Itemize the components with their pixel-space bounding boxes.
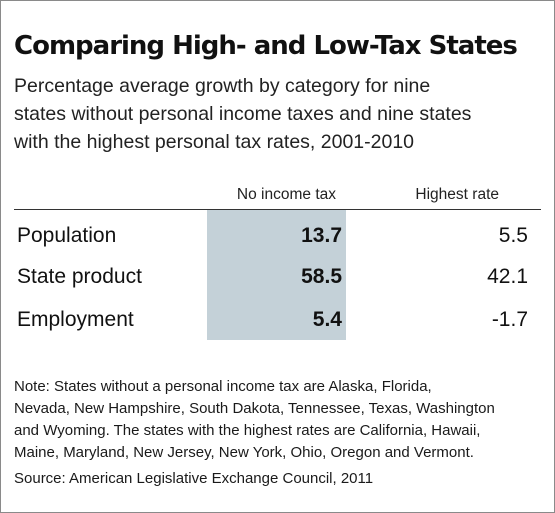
row-label-population: Population	[17, 224, 117, 247]
row-label-state-product: State product	[17, 265, 142, 288]
header-rule	[14, 209, 541, 210]
cell-state-product-highest-rate: 42.1	[487, 265, 528, 288]
row-label-employment: Employment	[17, 308, 134, 331]
subtitle-line: states without personal income taxes and…	[14, 103, 472, 125]
chart-subtitle: Percentage average growth by category fo…	[14, 72, 554, 156]
note-line: Note: States without a personal income t…	[14, 378, 432, 395]
cell-employment-highest-rate: -1.7	[491, 308, 528, 331]
subtitle-line: Percentage average growth by category fo…	[14, 75, 431, 97]
chart-note: Note: States without a personal income t…	[14, 376, 546, 464]
chart-title: Comparing High- and Low-Tax States	[14, 31, 518, 61]
column-header-no-income-tax: No income tax	[236, 186, 336, 203]
cell-state-product-no-income-tax: 58.5	[301, 265, 342, 288]
subtitle-line: with the highest personal tax rates, 200…	[14, 131, 415, 153]
cell-employment-no-income-tax: 5.4	[312, 308, 342, 331]
highlight-column-background	[207, 210, 346, 340]
note-line: Maine, Maryland, New Jersey, New York, O…	[14, 444, 474, 461]
chart-source: Source: American Legislative Exchange Co…	[14, 470, 374, 487]
column-header-highest-rate: Highest rate	[415, 186, 499, 203]
note-line: Nevada, New Hampshire, South Dakota, Ten…	[14, 400, 495, 417]
cell-population-highest-rate: 5.5	[498, 224, 528, 247]
cell-population-no-income-tax: 13.7	[301, 224, 342, 247]
note-line: and Wyoming. The states with the highest…	[14, 422, 481, 439]
